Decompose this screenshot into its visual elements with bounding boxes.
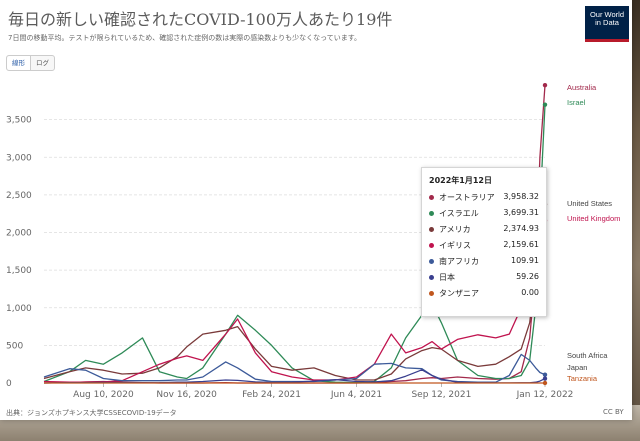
license-label: CC BY xyxy=(603,408,624,416)
x-tick-label: Sep 12, 2021 xyxy=(411,390,471,400)
chart-card: 毎日の新しい確認されたCOVID-100万人あたり19件 7日間の移動平均。テス… xyxy=(0,0,632,420)
x-tick-label: Feb 24, 2021 xyxy=(242,390,301,400)
y-tick-label: 1,500 xyxy=(6,266,32,276)
y-tick-label: 3,500 xyxy=(6,116,32,126)
end-label-south-africa[interactable]: South Africa xyxy=(567,351,608,360)
series-color-dot xyxy=(429,211,434,216)
series-endpoint[interactable] xyxy=(542,372,548,377)
tooltip-row: アメリカ 2,374.93 xyxy=(429,224,541,236)
logo-line1: Our World xyxy=(589,10,625,19)
tooltip-row-value: 3,699.31 xyxy=(503,208,539,217)
source-note: 出典：ジョンズホプキンス大学CSSECOVID-19データ xyxy=(6,409,177,417)
tooltip-row-value: 2,374.93 xyxy=(503,224,539,233)
series-endpoint[interactable] xyxy=(542,380,548,386)
end-label-israel[interactable]: Israel xyxy=(567,98,586,107)
tooltip-row-name: 南アフリカ xyxy=(439,257,479,266)
series-line-united-states[interactable] xyxy=(43,204,546,381)
end-label-tanzania[interactable]: Tanzania xyxy=(567,374,598,383)
tooltip-row-name: 日本 xyxy=(439,273,455,282)
tooltip-row-value: 109.91 xyxy=(511,256,539,265)
tooltip-row-name: オーストラリア xyxy=(439,193,495,202)
y-tick-label: 3,000 xyxy=(6,153,32,163)
chart-title: 毎日の新しい確認されたCOVID-100万人あたり19件 xyxy=(8,10,393,29)
series-endpoint[interactable] xyxy=(542,376,548,381)
tooltip: 2022年1月12日 オーストラリア 3,958.32 イスラエル 3,699.31 ア… xyxy=(421,167,547,317)
series-endpoint[interactable] xyxy=(542,102,548,107)
series-color-dot xyxy=(429,291,434,296)
tooltip-row: タンザニア 0.00 xyxy=(429,288,541,300)
tooltip-row: イスラエル 3,699.31 xyxy=(429,208,541,220)
y-tick-label: 2,500 xyxy=(6,191,32,201)
chart-subtitle: 7日間の移動平均。テストが限られているため、確認された症例の数は実際の感染数より… xyxy=(8,34,362,42)
owid-logo[interactable]: Our World in Data xyxy=(585,6,629,42)
tooltip-row-value: 2,159.61 xyxy=(503,240,539,249)
series-color-dot xyxy=(429,195,434,200)
y-tick-label: 0 xyxy=(6,379,12,389)
x-tick-label: Jun 4, 2021 xyxy=(330,390,382,400)
x-tick-label: Aug 10, 2020 xyxy=(73,390,134,400)
tooltip-row: イギリス 2,159.61 xyxy=(429,240,541,252)
series-color-dot xyxy=(429,275,434,280)
tooltip-row-value: 3,958.32 xyxy=(503,192,539,201)
series-color-dot xyxy=(429,243,434,248)
logo-bar xyxy=(585,39,629,42)
x-tick-label: Jan 12, 2022 xyxy=(516,390,574,400)
y-tick-label: 1,000 xyxy=(6,304,32,314)
linear-toggle-button[interactable]: 線形 xyxy=(7,56,31,70)
tooltip-row-name: タンザニア xyxy=(439,289,479,298)
y-tick-label: 500 xyxy=(6,341,23,351)
end-label-united-states[interactable]: United States xyxy=(567,199,613,208)
series-color-dot xyxy=(429,227,434,232)
tooltip-row-value: 59.26 xyxy=(516,272,539,281)
tooltip-row-name: アメリカ xyxy=(439,225,471,234)
tooltip-row: オーストラリア 3,958.32 xyxy=(429,192,541,204)
y-tick-label: 2,000 xyxy=(6,229,32,239)
end-label-australia[interactable]: Australia xyxy=(567,83,597,92)
series-endpoint[interactable] xyxy=(542,82,548,88)
scale-toggle[interactable]: 線形 ログ xyxy=(6,55,55,71)
tooltip-date: 2022年1月12日 xyxy=(429,176,492,185)
logo-line2: in Data xyxy=(595,18,619,27)
tooltip-row-name: イギリス xyxy=(439,241,471,250)
tooltip-row-name: イスラエル xyxy=(439,209,479,218)
tooltip-row: 日本 59.26 xyxy=(429,272,541,284)
log-toggle-button[interactable]: ログ xyxy=(36,59,49,67)
end-label-united-kingdom[interactable]: United Kingdom xyxy=(567,214,621,223)
series-line-israel[interactable] xyxy=(43,104,546,384)
series-color-dot xyxy=(429,259,434,264)
tooltip-row-value: 0.00 xyxy=(521,288,539,297)
x-tick-label: Nov 16, 2020 xyxy=(156,390,217,400)
tooltip-row: 南アフリカ 109.91 xyxy=(429,256,541,268)
end-label-japan[interactable]: Japan xyxy=(567,363,588,372)
